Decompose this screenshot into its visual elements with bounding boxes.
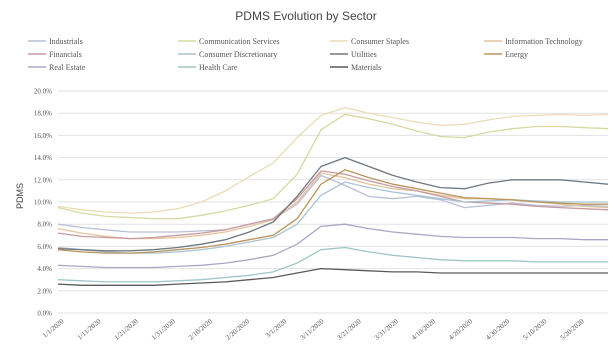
x-tick-label: 3/1/2020 bbox=[264, 317, 289, 339]
x-tick-label: 1/1/2020 bbox=[41, 317, 66, 339]
series-line-health-care bbox=[57, 246, 608, 283]
legend-label: Industrials bbox=[49, 37, 83, 46]
y-tick-label: 12.0% bbox=[34, 176, 52, 184]
series-line-utilities bbox=[57, 156, 609, 252]
y-axis-ticks: 0.0% 2.0% 4.0% 6.0% 8.0% 10.0% 12.0% 14.0% 16.0%… bbox=[34, 88, 52, 318]
y-tick-label: 20.0% bbox=[34, 88, 52, 96]
series-line-industrials bbox=[57, 174, 609, 233]
x-tick-label: 2/10/2020 bbox=[187, 317, 214, 342]
y-tick-label: 4.0% bbox=[37, 265, 52, 273]
legend-item: Health Care bbox=[178, 63, 238, 72]
legend-item: Financials bbox=[28, 50, 82, 59]
x-tick-label: 4/10/2020 bbox=[410, 317, 437, 342]
legend-label: Health Care bbox=[199, 63, 238, 72]
y-tick-label: 8.0% bbox=[37, 221, 52, 229]
legend-item: Communication Services bbox=[178, 37, 280, 46]
y-axis-label: PDMS bbox=[15, 183, 25, 209]
x-axis-ticks: 1/1/2020 1/11/2020 1/21/2020 1/31/2020 2/10/… bbox=[41, 317, 586, 342]
x-tick-label: 5/10/2020 bbox=[522, 317, 549, 342]
legend-label: Utilities bbox=[351, 50, 377, 59]
legend-label: Consumer Staples bbox=[351, 37, 409, 46]
legend-label: Consumer Discretionary bbox=[199, 50, 277, 59]
x-tick-label: 2/20/2020 bbox=[224, 317, 251, 342]
legend-item: Real Estate bbox=[28, 63, 86, 72]
series-line-consumer-staples bbox=[57, 106, 609, 214]
x-tick-label: 3/31/2020 bbox=[373, 317, 400, 342]
series-line-materials bbox=[57, 267, 608, 286]
legend-item: Industrials bbox=[28, 37, 83, 46]
legend-item: Energy bbox=[484, 50, 528, 59]
y-tick-label: 0.0% bbox=[37, 310, 52, 318]
y-tick-label: 14.0% bbox=[34, 154, 52, 162]
x-tick-label: 1/11/2020 bbox=[76, 317, 103, 342]
y-tick-label: 18.0% bbox=[34, 110, 52, 118]
x-tick-label: 4/20/2020 bbox=[447, 317, 474, 342]
chart-series bbox=[57, 106, 609, 286]
legend-item: Information Technology bbox=[484, 37, 583, 46]
legend-item: Materials bbox=[330, 63, 381, 72]
chart-legend: Industrials Communication Services Consume… bbox=[28, 37, 583, 72]
legend-label: Real Estate bbox=[49, 63, 86, 72]
series-line-real-estate bbox=[57, 223, 608, 269]
chart-gridlines bbox=[58, 90, 608, 314]
series-line-communication-services bbox=[57, 113, 609, 220]
y-tick-label: 2.0% bbox=[37, 287, 52, 295]
y-tick-label: 16.0% bbox=[34, 132, 52, 140]
chart-title: PDMS Evolution by Sector bbox=[235, 9, 376, 23]
legend-label: Communication Services bbox=[199, 37, 280, 46]
x-tick-label: 1/21/2020 bbox=[113, 317, 140, 342]
x-tick-label: 1/31/2020 bbox=[150, 317, 177, 342]
legend-label: Information Technology bbox=[505, 37, 583, 46]
legend-label: Materials bbox=[351, 63, 381, 72]
legend-item: Utilities bbox=[330, 50, 377, 59]
y-tick-label: 10.0% bbox=[34, 199, 52, 207]
legend-label: Energy bbox=[505, 50, 528, 59]
legend-label: Financials bbox=[49, 50, 82, 59]
series-line-energy bbox=[57, 169, 608, 254]
x-tick-label: 4/30/2020 bbox=[484, 317, 511, 342]
legend-item: Consumer Staples bbox=[330, 37, 409, 46]
legend-item: Consumer Discretionary bbox=[178, 50, 277, 59]
x-tick-label: 5/20/2020 bbox=[559, 317, 586, 342]
x-tick-label: 3/21/2020 bbox=[336, 317, 363, 342]
y-tick-label: 6.0% bbox=[37, 243, 52, 251]
series-line-financials bbox=[57, 170, 609, 240]
x-tick-label: 3/11/2020 bbox=[299, 317, 326, 342]
